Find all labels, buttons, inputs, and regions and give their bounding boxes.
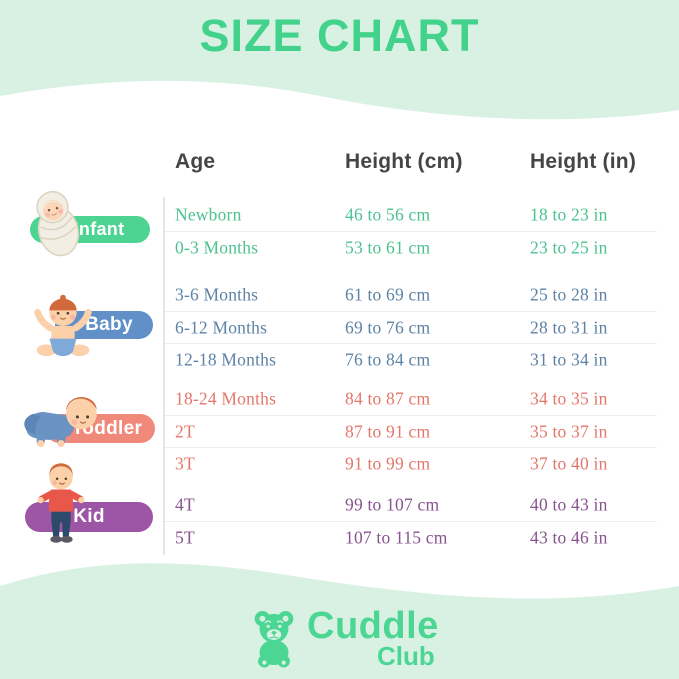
height-cm-cell: 91 to 99 cm <box>345 453 431 473</box>
kid-group-rows: 4T 99 to 107 cm 40 to 43 in 5T 107 to 11… <box>165 489 657 553</box>
age-cell: 4T <box>175 494 195 515</box>
column-header-height-cm: Height (cm) <box>345 150 463 173</box>
height-cm-cell: 46 to 56 cm <box>345 204 431 225</box>
height-cm-cell: 61 to 69 cm <box>345 284 431 305</box>
baby-group-rows: 3-6 Months 61 to 69 cm 25 to 28 in 6-12 … <box>165 279 657 375</box>
height-in-cell: 31 to 34 in <box>530 349 608 369</box>
toddler-group-rows: 18-24 Months 84 to 87 cm 34 to 35 in 2T … <box>165 383 657 479</box>
table-row: 2T 87 to 91 cm 35 to 37 in <box>165 415 657 447</box>
table-row: 3T 91 to 99 cm 37 to 40 in <box>165 447 657 479</box>
kid-group-label: Kid <box>25 502 153 532</box>
age-cell: 5T <box>175 527 195 547</box>
height-cm-cell: 99 to 107 cm <box>345 494 440 515</box>
height-in-cell: 25 to 28 in <box>530 284 608 305</box>
column-header-age: Age <box>175 150 216 173</box>
height-in-cell: 18 to 23 in <box>530 204 608 225</box>
age-cell: 6-12 Months <box>175 317 268 337</box>
column-header-height-in: Height (in) <box>530 150 637 173</box>
swaddled-infant-icon <box>36 190 80 257</box>
table-row: 4T 99 to 107 cm 40 to 43 in <box>165 489 657 521</box>
height-cm-cell: 76 to 84 cm <box>345 349 431 369</box>
infant-group-rows: Newborn 46 to 56 cm 18 to 23 in 0-3 Mont… <box>165 199 657 263</box>
height-cm-cell: 107 to 115 cm <box>345 527 448 547</box>
table-left-divider <box>163 197 165 555</box>
table-row: 12-18 Months 76 to 84 cm 31 to 34 in <box>165 343 657 375</box>
brand-name: Cuddle Club <box>307 606 439 670</box>
age-cell: Newborn <box>175 204 242 225</box>
height-cm-cell: 84 to 87 cm <box>345 388 431 409</box>
height-in-cell: 34 to 35 in <box>530 388 608 409</box>
top-wave-decoration <box>0 0 679 120</box>
standing-kid-icon <box>37 463 85 543</box>
page-title: SIZE CHART <box>199 10 480 61</box>
table-row: 0-3 Months 53 to 61 cm 23 to 25 in <box>165 231 657 263</box>
height-cm-cell: 53 to 61 cm <box>345 237 431 257</box>
brand-name-line2: Club <box>377 641 435 671</box>
brand-logo: Cuddle Club <box>246 606 439 670</box>
crawling-toddler-icon <box>24 397 97 448</box>
brand-name-line1: Cuddle <box>307 605 439 647</box>
height-in-cell: 35 to 37 in <box>530 421 608 441</box>
height-in-cell: 40 to 43 in <box>530 494 608 515</box>
age-cell: 3-6 Months <box>175 284 259 305</box>
height-in-cell: 23 to 25 in <box>530 237 608 257</box>
age-cell: 3T <box>175 453 195 473</box>
table-row: 3-6 Months 61 to 69 cm 25 to 28 in <box>165 279 657 311</box>
height-in-cell: 37 to 40 in <box>530 453 608 473</box>
height-cm-cell: 69 to 76 cm <box>345 317 431 337</box>
height-in-cell: 28 to 31 in <box>530 317 608 337</box>
age-cell: 18-24 Months <box>175 388 277 409</box>
height-in-cell: 43 to 46 in <box>530 527 608 547</box>
height-cm-cell: 87 to 91 cm <box>345 421 431 441</box>
age-cell: 2T <box>175 421 195 441</box>
table-row: 6-12 Months 69 to 76 cm 28 to 31 in <box>165 311 657 343</box>
bottom-wave-decoration <box>0 563 679 679</box>
teddy-bear-icon <box>254 610 294 668</box>
table-row: 18-24 Months 84 to 87 cm 34 to 35 in <box>165 383 657 415</box>
table-header-row: Age Height (cm) Height (in) <box>165 150 665 182</box>
sitting-baby-icon <box>34 294 92 357</box>
age-cell: 0-3 Months <box>175 237 259 257</box>
table-row: Newborn 46 to 56 cm 18 to 23 in <box>165 199 657 231</box>
table-row: 5T 107 to 115 cm 43 to 46 in <box>165 521 657 553</box>
age-cell: 12-18 Months <box>175 349 277 369</box>
